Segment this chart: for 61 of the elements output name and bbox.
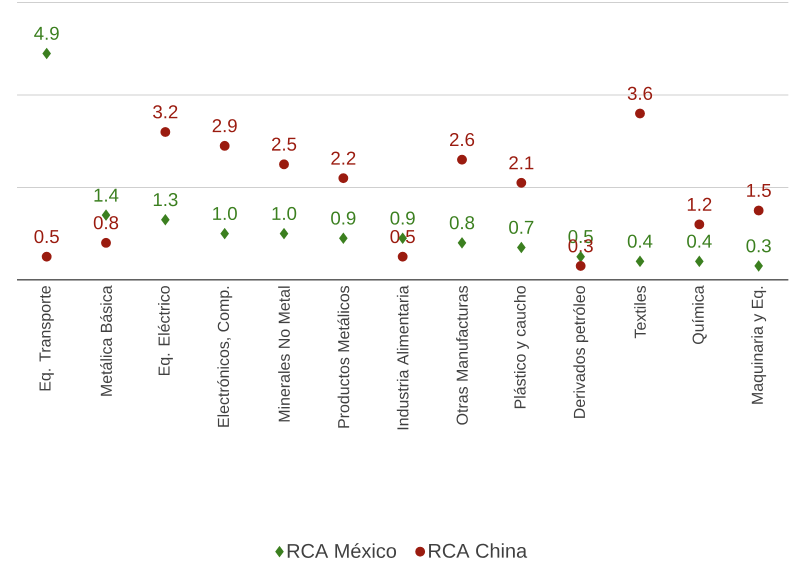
data-label: 1.4: [94, 188, 118, 202]
data-label: 2.6: [450, 132, 474, 146]
legend-label: RCA México: [288, 543, 396, 558]
point: [42, 48, 51, 59]
point: [458, 237, 466, 248]
data-label: 0.7: [509, 220, 534, 234]
data-label: 2.9: [212, 119, 237, 132]
point: [339, 232, 348, 244]
data-label: 2.5: [272, 138, 296, 151]
data-label: 0.5: [34, 230, 59, 244]
x-tick-label: Maquinaria y Eq.: [751, 286, 766, 404]
data-label: 2.2: [331, 152, 356, 165]
point: [457, 154, 467, 165]
x-tick-label: Textiles: [634, 286, 646, 338]
data-label: 0.3: [746, 239, 771, 252]
data-label: 0.8: [94, 216, 118, 230]
point: [517, 242, 526, 253]
point: [220, 228, 229, 240]
x-tick-label: Derivados petróleo: [573, 286, 588, 418]
x-tick-label: Eq. Eléctrico: [158, 286, 173, 375]
data-label: 0.9: [390, 211, 415, 225]
point: [280, 228, 288, 240]
data-label: 0.9: [331, 211, 356, 225]
data-label: 0.8: [450, 216, 474, 230]
point: [42, 252, 52, 262]
x-tick-label: Electrónicos, Comp.: [217, 286, 232, 427]
point: [636, 256, 644, 267]
x-tick-label: Plástico y caucho: [514, 286, 529, 408]
point: [754, 260, 763, 272]
point: [635, 108, 645, 118]
data-label: 1.2: [688, 198, 712, 211]
data-label: 1.3: [154, 192, 178, 206]
point: [694, 219, 704, 230]
x-tick-label: Eq. Transporte: [40, 286, 54, 390]
data-label: 3.6: [628, 86, 652, 100]
point: [754, 206, 764, 216]
point: [398, 252, 408, 262]
data-label: 0.4: [628, 234, 652, 248]
point: [220, 140, 230, 151]
point: [161, 214, 170, 226]
x-tick-label: Industria Alimentaria: [396, 285, 409, 430]
x-tick-label: Química: [692, 285, 707, 344]
point: [338, 173, 348, 184]
data-label: 0.4: [687, 234, 712, 248]
legend-label: RCA China: [429, 543, 528, 558]
x-tick-label: Minerales No Metal: [278, 286, 290, 422]
data-label: 1.0: [213, 206, 237, 220]
point: [279, 159, 289, 170]
data-label: 1.5: [747, 184, 771, 197]
data-label: 1.0: [272, 206, 296, 220]
data-label: 2.1: [509, 156, 534, 170]
point: [576, 260, 586, 271]
point: [695, 256, 704, 267]
point: [101, 238, 111, 248]
x-tick-label: Metálica Básica: [100, 285, 112, 396]
data-label: 3.2: [153, 105, 178, 118]
point: [516, 178, 526, 188]
x-tick-label: Otras Manufacturas: [456, 286, 468, 425]
x-tick-label: Productos Metálicos: [337, 286, 350, 428]
point: [160, 127, 170, 137]
data-label: 4.9: [34, 26, 59, 40]
